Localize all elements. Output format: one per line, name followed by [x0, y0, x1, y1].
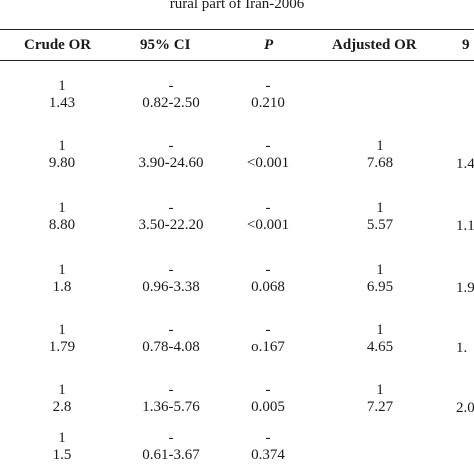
ci-cell-reference: -	[168, 322, 174, 338]
adjusted-or-cell-reference: 1	[376, 262, 384, 278]
crude-or-cell: 1 8.80	[12, 200, 112, 234]
header-crude-or: Crude OR	[24, 37, 92, 53]
adjusted-or-cell: 1 6.95	[330, 262, 430, 296]
crude-or-cell: 1 9.80	[12, 138, 112, 172]
adjusted-or-cell: 1 4.65	[330, 322, 430, 356]
ci-cell-reference: -	[168, 138, 174, 154]
adjusted-ci-cell-partial: 2.0	[456, 399, 474, 417]
adjusted-ci-cell-partial: 1.4	[456, 155, 474, 173]
ci-cell: -0.82-2.50	[121, 78, 221, 112]
top-rule	[0, 29, 474, 30]
p-value-cell: -0.210	[218, 78, 318, 112]
adjusted-or-cell-reference: 1	[376, 200, 384, 216]
adjusted-or-cell: 1 7.27	[330, 382, 430, 416]
crude-or-cell: 1 1.5	[12, 430, 112, 464]
adjusted-ci-cell-partial	[456, 95, 474, 113]
adjusted-or-cell: 1 7.68	[330, 138, 430, 172]
adjusted-or-cell-value: 6.95	[366, 279, 394, 295]
adjusted-ci-value-partial: 1.	[456, 340, 468, 356]
adjusted-ci-cell-partial: 1.1	[456, 217, 474, 235]
adjusted-or-cell-value: 4.65	[366, 339, 394, 355]
crude-or-cell-reference: 1	[58, 78, 66, 94]
ci-cell: -0.78-4.08	[121, 322, 221, 356]
adjusted-or-cell: 1 5.57	[330, 200, 430, 234]
caption-text: rural part of Iran-2006	[169, 0, 305, 12]
header-adjusted-or: Adjusted OR	[332, 37, 417, 53]
p-value-cell: -0.005	[218, 382, 318, 416]
p-value-cell: -0.068	[218, 262, 318, 296]
adjusted-or-cell-reference: 1	[376, 382, 384, 398]
ci-cell-reference: -	[168, 382, 174, 398]
header-95-ci: 95% CI	[140, 37, 191, 53]
crude-or-cell-value: 1.79	[48, 339, 76, 355]
crude-or-cell-reference: 1	[58, 138, 66, 154]
adjusted-ci-value-partial: 1.4	[456, 156, 474, 172]
crude-or-cell-value: 1.43	[48, 95, 76, 111]
adjusted-or-cell-value: 7.27	[366, 399, 394, 415]
ci-cell: -0.96-3.38	[121, 262, 221, 296]
p-value-cell: -0.374	[218, 430, 318, 464]
p-value-cell-reference: -	[265, 78, 271, 94]
ci-cell-value: 0.78-4.08	[142, 339, 200, 355]
crude-or-cell: 1 1.79	[12, 322, 112, 356]
ci-cell-reference: -	[168, 200, 174, 216]
p-value-cell-reference: -	[265, 430, 271, 446]
adjusted-ci-value-partial: 2.0	[456, 400, 474, 416]
adjusted-or-cell-value: 7.68	[366, 155, 394, 171]
p-value-cell: - <0.001	[218, 138, 318, 172]
crude-or-cell-value: 1.5	[52, 447, 72, 463]
p-value-cell-reference: -	[265, 138, 271, 154]
crude-or-cell-value: 2.8	[52, 399, 72, 415]
crude-or-cell-value: 8.80	[48, 217, 76, 233]
crude-or-cell-reference: 1	[58, 382, 66, 398]
p-value-cell-value: <0.001	[246, 217, 290, 233]
crude-or-cell: 1 1.43	[12, 78, 112, 112]
ci-cell-value: 0.96-3.38	[142, 279, 200, 295]
ci-cell-reference: -	[168, 78, 174, 94]
crude-or-cell-reference: 1	[58, 430, 66, 446]
p-value-cell-value: 0.210	[251, 95, 285, 111]
crude-or-cell-reference: 1	[58, 262, 66, 278]
adjusted-or-cell-value: 5.57	[366, 217, 394, 233]
ci-cell-value: 3.50-22.20	[138, 217, 204, 233]
adjusted-ci-value-partial: 1.1	[456, 218, 474, 234]
p-value-cell-reference: -	[265, 262, 271, 278]
adjusted-or-cell-reference: 1	[376, 138, 384, 154]
adjusted-ci-cell-partial: 1.	[456, 339, 474, 357]
ci-cell: -1.36-5.76	[121, 382, 221, 416]
crude-or-cell-reference: 1	[58, 200, 66, 216]
header-95-ci-adjusted-partial: 9	[462, 37, 470, 53]
p-value-cell: - o.167	[218, 322, 318, 356]
p-value-cell-value: 0.005	[251, 399, 285, 415]
ci-cell: -3.50-22.20	[121, 200, 221, 234]
crude-or-cell: 1 1.8	[12, 262, 112, 296]
adjusted-ci-cell-partial	[456, 447, 474, 465]
crude-or-cell: 1 2.8	[12, 382, 112, 416]
ci-cell-value: 3.90-24.60	[138, 155, 204, 171]
adjusted-or-cell-reference: 1	[376, 322, 384, 338]
ci-cell-reference: -	[168, 430, 174, 446]
ci-cell-value: 0.82-2.50	[142, 95, 200, 111]
p-value-cell-value: <0.001	[246, 155, 290, 171]
p-value-cell-value: 0.068	[251, 279, 285, 295]
p-value-cell-reference: -	[265, 200, 271, 216]
ci-cell-reference: -	[168, 262, 174, 278]
crude-or-cell-reference: 1	[58, 322, 66, 338]
crude-or-cell-value: 9.80	[48, 155, 76, 171]
p-value-cell-value: 0.374	[251, 447, 285, 463]
ci-cell: -0.61-3.67	[121, 430, 221, 464]
crude-or-cell-value: 1.8	[52, 279, 72, 295]
adjusted-ci-cell-partial: 1.9	[456, 279, 474, 297]
ci-cell: -3.90-24.60	[121, 138, 221, 172]
p-value-cell-reference: -	[265, 322, 271, 338]
ci-cell-value: 1.36-5.76	[142, 399, 200, 415]
p-value-cell-reference: -	[265, 382, 271, 398]
header-rule	[0, 60, 474, 61]
header-p-value: P	[264, 37, 274, 53]
adjusted-ci-value-partial: 1.9	[456, 280, 474, 296]
p-value-cell: - <0.001	[218, 200, 318, 234]
ci-cell-value: 0.61-3.67	[142, 447, 200, 463]
p-value-cell-value: o.167	[251, 339, 285, 355]
table-caption: rural part of Iran-2006	[0, 0, 474, 22]
